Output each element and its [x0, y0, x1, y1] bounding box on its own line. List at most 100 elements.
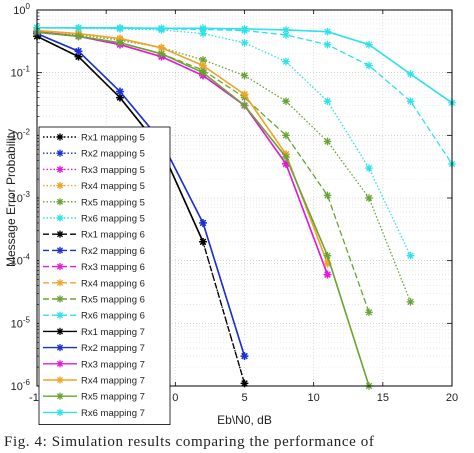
data-point: [74, 32, 83, 41]
legend-entry: Rx6 mapping 7: [43, 408, 145, 419]
data-point: [56, 182, 64, 190]
x-tick-label: 5: [241, 392, 247, 404]
y-tick-label: 10-4: [11, 253, 31, 268]
data-point: [56, 360, 64, 368]
y-tick-label: 10-2: [11, 127, 31, 142]
figure-caption: Fig. 4: Simulation results comparing the…: [4, 434, 375, 450]
legend-entry: Rx4 mapping 6: [43, 278, 145, 289]
data-point: [240, 352, 249, 360]
legend-entry: Rx2 mapping 7: [43, 343, 145, 354]
data-point: [56, 230, 64, 238]
data-point: [323, 191, 332, 200]
data-point: [323, 251, 332, 260]
legend-label: Rx4 mapping 7: [81, 376, 145, 387]
y-tick-label: 10-6: [11, 378, 31, 393]
data-point: [116, 87, 124, 96]
data-point: [56, 263, 64, 271]
series-line: [36, 31, 412, 303]
legend-label: Rx6 mapping 7: [81, 408, 145, 419]
data-point: [56, 246, 64, 254]
data-point: [323, 97, 332, 106]
data-point: [199, 68, 207, 77]
legend-label: Rx1 mapping 5: [81, 133, 145, 144]
x-tick-label: 20: [446, 392, 458, 404]
data-point: [323, 27, 332, 36]
data-point: [56, 327, 64, 335]
legend-entry: Rx6 mapping 6: [43, 311, 145, 322]
legend-entry: Rx3 mapping 6: [43, 262, 145, 273]
data-point: [282, 97, 290, 106]
legend-entry: Rx3 mapping 7: [43, 359, 145, 370]
data-point: [406, 97, 415, 106]
data-point: [56, 198, 64, 206]
legend-entry: Rx3 mapping 5: [43, 165, 145, 176]
data-point: [199, 219, 207, 227]
data-point: [323, 137, 332, 146]
data-point: [157, 50, 166, 58]
data-point: [240, 71, 249, 80]
legend-entry: Rx5 mapping 6: [43, 295, 145, 306]
legend-entry: Rx1 mapping 6: [43, 230, 145, 241]
data-point: [323, 40, 332, 49]
data-point: [199, 61, 207, 70]
legend-entry: Rx2 mapping 5: [43, 149, 145, 160]
data-point: [240, 90, 249, 99]
legend-entry: Rx1 mapping 5: [43, 133, 145, 144]
legend-entry: Rx2 mapping 6: [43, 246, 145, 257]
data-point: [365, 308, 373, 317]
legend-box: [38, 126, 171, 426]
legend-label: Rx3 mapping 5: [81, 165, 145, 176]
data-point: [365, 194, 373, 202]
data-point: [56, 295, 64, 303]
data-point: [282, 57, 290, 66]
data-point: [56, 279, 64, 287]
legend-label: Rx5 mapping 5: [81, 197, 145, 208]
legend-entry: Rx1 mapping 7: [43, 327, 145, 338]
data-point: [406, 70, 415, 78]
y-axis-label: Message Error Probability: [4, 129, 18, 267]
x-tick-label: 0: [172, 392, 178, 404]
legend-label: Rx2 mapping 5: [81, 149, 145, 160]
data-point: [56, 149, 64, 157]
data-point: [323, 270, 332, 279]
data-point: [240, 38, 249, 47]
y-tick-label: 10-1: [11, 65, 31, 80]
legend-label: Rx2 mapping 6: [81, 246, 145, 257]
data-point: [240, 101, 249, 110]
x-tick-label: 10: [308, 392, 320, 404]
legend-label: Rx6 mapping 5: [81, 214, 145, 225]
legend-label: Rx3 mapping 7: [81, 359, 145, 370]
data-point: [199, 24, 207, 33]
legend-label: Rx6 mapping 6: [81, 311, 145, 322]
series-rx6-mapping-7: [33, 23, 456, 107]
data-point: [56, 165, 64, 173]
data-point: [282, 153, 290, 161]
data-point: [240, 25, 249, 33]
data-point: [365, 164, 373, 172]
legend-label: Rx1 mapping 7: [81, 327, 145, 338]
data-point: [74, 47, 83, 56]
x-tick-label: 15: [377, 392, 389, 404]
data-point: [365, 61, 373, 70]
data-point: [56, 408, 64, 416]
legend-label: Rx3 mapping 6: [81, 262, 145, 273]
data-point: [56, 133, 64, 141]
data-point: [282, 26, 290, 34]
data-point: [282, 31, 290, 39]
data-point: [56, 392, 64, 400]
data-point: [157, 24, 166, 33]
y-tick-label: 10-3: [11, 190, 31, 205]
legend-label: Rx5 mapping 7: [81, 392, 145, 403]
data-point: [56, 214, 64, 222]
x-axis-label: Eb\N0, dB: [217, 413, 272, 427]
legend-entry: Rx4 mapping 5: [43, 181, 145, 192]
series-line: [36, 32, 246, 357]
y-tick-label: 100: [13, 2, 30, 17]
data-point: [406, 298, 415, 306]
series-line: [36, 29, 329, 264]
legend-label: Rx5 mapping 6: [81, 295, 145, 306]
legend-entry: Rx5 mapping 5: [43, 197, 145, 208]
legend-entry: Rx5 mapping 7: [43, 392, 145, 403]
series-line: [36, 27, 412, 256]
data-point: [116, 38, 124, 47]
